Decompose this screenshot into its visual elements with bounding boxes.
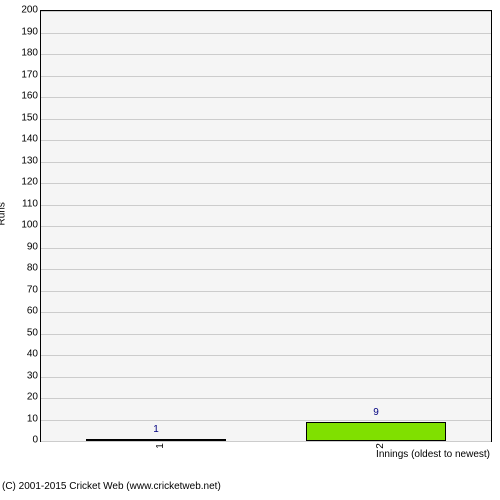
gridline (41, 119, 491, 120)
gridline (41, 291, 491, 292)
gridline (41, 420, 491, 421)
gridline (41, 377, 491, 378)
y-tick-label: 190 (8, 26, 38, 37)
y-tick-label: 30 (8, 370, 38, 381)
y-tick-label: 100 (8, 220, 38, 231)
y-tick-label: 40 (8, 349, 38, 360)
gridline (41, 334, 491, 335)
y-tick-label: 80 (8, 263, 38, 274)
gridline (41, 54, 491, 55)
bar (306, 422, 446, 441)
y-tick-label: 70 (8, 284, 38, 295)
y-axis-label: Runs (0, 202, 8, 225)
y-tick-label: 150 (8, 112, 38, 123)
gridline (41, 248, 491, 249)
gridline (41, 398, 491, 399)
y-tick-label: 140 (8, 134, 38, 145)
gridline (41, 76, 491, 77)
gridline (41, 355, 491, 356)
y-tick-label: 10 (8, 413, 38, 424)
gridline (41, 441, 491, 442)
gridline (41, 11, 491, 12)
y-tick-label: 170 (8, 69, 38, 80)
gridline (41, 162, 491, 163)
gridline (41, 312, 491, 313)
bar-value-label: 1 (153, 424, 159, 435)
gridline (41, 226, 491, 227)
y-tick-label: 180 (8, 48, 38, 59)
y-tick-label: 200 (8, 5, 38, 16)
gridline (41, 33, 491, 34)
y-tick-label: 60 (8, 306, 38, 317)
bar-value-label: 9 (373, 407, 379, 418)
gridline (41, 205, 491, 206)
y-tick-label: 50 (8, 327, 38, 338)
gridline (41, 269, 491, 270)
gridline (41, 183, 491, 184)
gridline (41, 97, 491, 98)
y-tick-label: 110 (8, 198, 38, 209)
x-tick-label: 1 (155, 443, 166, 449)
x-tick-label: 2 (375, 443, 386, 449)
x-axis-label: Innings (oldest to newest) (376, 449, 490, 460)
y-tick-label: 90 (8, 241, 38, 252)
chart-plot-area: 19 (40, 10, 492, 442)
y-tick-label: 0 (8, 435, 38, 446)
bar (86, 439, 226, 441)
y-tick-label: 130 (8, 155, 38, 166)
y-tick-label: 20 (8, 392, 38, 403)
y-tick-label: 120 (8, 177, 38, 188)
y-tick-label: 160 (8, 91, 38, 102)
gridline (41, 140, 491, 141)
copyright-text: (C) 2001-2015 Cricket Web (www.cricketwe… (2, 481, 221, 492)
